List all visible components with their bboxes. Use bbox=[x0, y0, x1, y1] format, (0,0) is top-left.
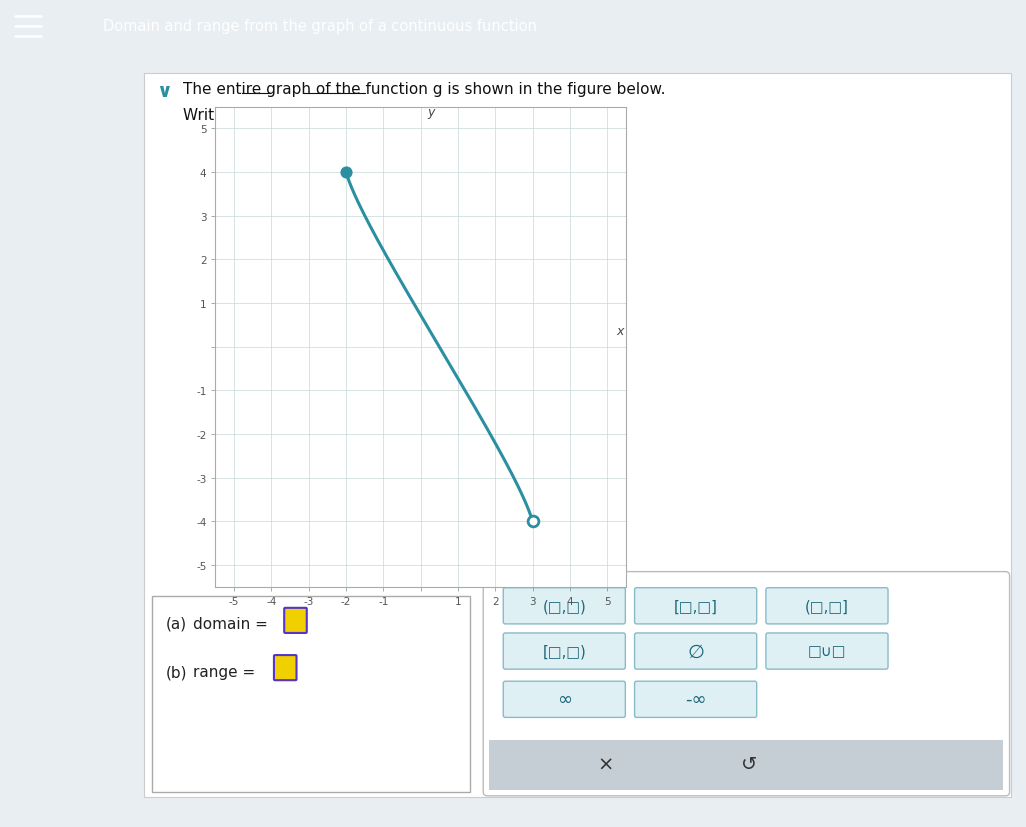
Text: (□,□): (□,□) bbox=[543, 599, 586, 614]
FancyBboxPatch shape bbox=[634, 681, 756, 718]
Text: ∞: ∞ bbox=[557, 691, 571, 709]
Text: [□,□): [□,□) bbox=[543, 643, 586, 659]
FancyBboxPatch shape bbox=[634, 588, 756, 624]
Text: ×: × bbox=[597, 754, 614, 773]
FancyBboxPatch shape bbox=[274, 655, 297, 681]
Text: range =: range = bbox=[193, 664, 255, 679]
Point bbox=[338, 166, 354, 179]
Text: x: x bbox=[617, 325, 624, 337]
FancyBboxPatch shape bbox=[503, 681, 625, 718]
Bar bbox=[489, 739, 1003, 790]
FancyBboxPatch shape bbox=[634, 633, 756, 669]
FancyBboxPatch shape bbox=[503, 588, 625, 624]
Text: ↺: ↺ bbox=[741, 754, 757, 773]
Text: (a): (a) bbox=[166, 616, 188, 631]
Text: □∪□: □∪□ bbox=[807, 643, 846, 659]
Text: Write the domain and range of g using interval notation.: Write the domain and range of g using in… bbox=[183, 108, 616, 123]
FancyBboxPatch shape bbox=[144, 74, 1011, 797]
Text: (b): (b) bbox=[166, 664, 188, 679]
Text: y: y bbox=[428, 105, 435, 118]
FancyBboxPatch shape bbox=[284, 608, 307, 633]
FancyBboxPatch shape bbox=[765, 588, 889, 624]
Point bbox=[524, 515, 541, 528]
Text: (□,□]: (□,□] bbox=[805, 599, 849, 614]
FancyBboxPatch shape bbox=[765, 633, 889, 669]
FancyBboxPatch shape bbox=[483, 572, 1010, 796]
Text: [□,□]: [□,□] bbox=[674, 599, 717, 614]
Text: ∨: ∨ bbox=[156, 82, 171, 101]
Text: ∅: ∅ bbox=[687, 642, 704, 661]
Text: -∞: -∞ bbox=[685, 691, 706, 709]
FancyBboxPatch shape bbox=[152, 596, 470, 792]
Text: domain =: domain = bbox=[193, 616, 268, 631]
FancyBboxPatch shape bbox=[503, 633, 625, 669]
Text: Domain and range from the graph of a continuous function: Domain and range from the graph of a con… bbox=[103, 19, 537, 35]
Text: The entire graph of the function g is shown in the figure below.: The entire graph of the function g is sh… bbox=[183, 82, 665, 97]
